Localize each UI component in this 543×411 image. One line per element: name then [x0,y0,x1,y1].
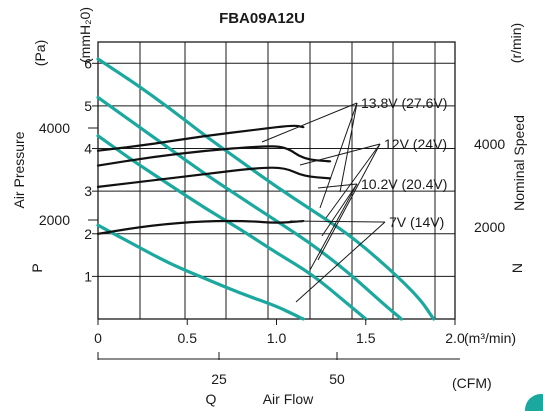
xtick-label-2.0: 2.0 [445,330,465,346]
curve-label-12v: 12V (24V) [384,136,447,152]
axis-ticks: 1 2 3 4 5 6 2000 4000 2000 4000 0 0.5 1.0 1.5 2.0 25 50 [39,55,506,387]
x-unit-cfm: (CFM) [452,375,492,391]
airflow-symbol: Q [206,391,217,407]
speed-curves [96,124,332,235]
speed-curve-3 [96,219,305,235]
leader-2-2 [321,183,358,237]
ytick-label-2: 2 [84,226,92,242]
speed-tick-label-2000: 2000 [474,219,505,235]
xtick-label-1.5: 1.5 [356,330,376,346]
pressure-curve-3 [96,223,305,321]
air-pressure-label: Air Pressure [11,131,27,208]
nominal-speed-label: Nominal Speed [511,115,527,211]
leader-3-1 [295,221,386,303]
mmh2o-unit-label: (mmH₂0) [77,7,93,63]
ytick-label-1: 1 [84,268,92,284]
xtick-label-0.5: 0.5 [178,330,198,346]
chart-title: FBA09A12U [219,10,305,27]
leader-0-1 [319,102,358,209]
speed-curve-1 [96,145,332,167]
ytick-label-3: 3 [84,183,92,199]
pa-tick-label-4000: 4000 [39,120,70,136]
curve-label-7v: 7V (14V) [389,214,444,230]
pressure-curve-0 [96,57,436,321]
pressure-curve-1 [96,95,403,321]
ytick-label-6: 6 [84,55,92,71]
ytick-label-4: 4 [84,141,92,157]
cfm-tick-label-50: 50 [329,371,345,387]
speed-unit-label: (r/min) [508,23,524,63]
leader-3-0 [289,220,386,223]
curve-label-10-2v: 10.2V (20.4V) [361,176,447,192]
xtick-label-0: 0 [94,330,102,346]
cfm-tick-label-25: 25 [211,371,227,387]
label-leaders [261,102,386,303]
leader-0-0 [261,102,358,143]
xtick-label-1.0: 1.0 [267,330,287,346]
leader-2-1 [309,183,358,271]
curve-label-13-8v: 13.8V (27.6V) [361,95,447,111]
leader-1-0 [299,143,381,166]
corner-decoration [525,394,543,411]
leader-1-2 [317,143,381,261]
leader-0-2 [339,102,358,193]
pa-unit-label: (Pa) [32,40,48,66]
x-unit-m3min: (m³/min) [464,330,516,346]
pa-tick-label-2000: 2000 [39,212,70,228]
speed-curve-2 [96,166,332,188]
ytick-label-5: 5 [84,98,92,114]
speed-tick-label-4000: 4000 [474,136,505,152]
leader-2-0 [317,183,358,189]
speed-symbol: N [509,263,525,273]
speed-curve-0 [96,124,305,152]
airflow-label: Air Flow [263,391,314,407]
grid [98,42,455,319]
pressure-symbol: P [29,263,45,272]
leader-1-1 [325,143,381,219]
